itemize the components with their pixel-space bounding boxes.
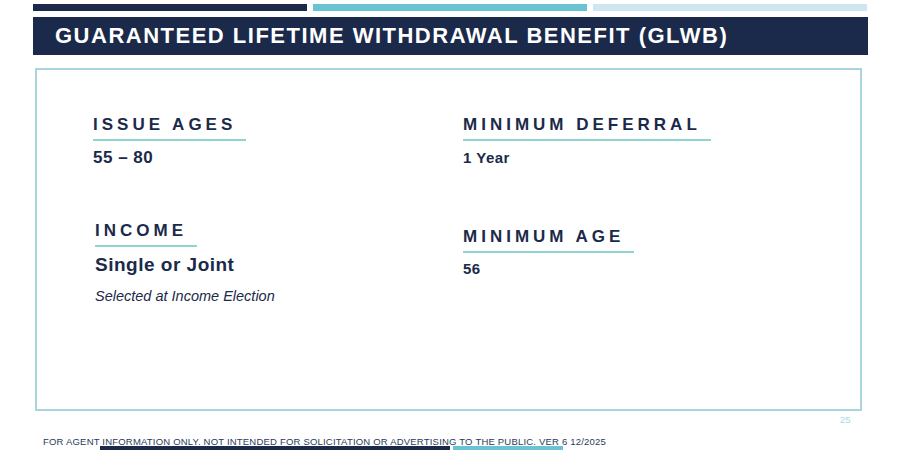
page-title: GUARANTEED LIFETIME WITHDRAWAL BENEFIT (… bbox=[55, 23, 728, 49]
bottom-accent-bar-navy bbox=[100, 446, 450, 450]
slide-title-bar: GUARANTEED LIFETIME WITHDRAWAL BENEFIT (… bbox=[33, 17, 868, 55]
issue-ages-heading: ISSUE AGES bbox=[93, 115, 246, 141]
section-minimum-age: MINIMUM AGE bbox=[463, 227, 634, 253]
income-heading: INCOME bbox=[95, 221, 197, 247]
page-number: 25 bbox=[840, 414, 851, 425]
top-accent-bar-light bbox=[593, 4, 867, 11]
top-accent-bar-teal bbox=[313, 4, 587, 11]
section-issue-ages: ISSUE AGES bbox=[93, 115, 246, 141]
section-income: INCOME bbox=[95, 221, 197, 247]
bottom-accent-bar-teal bbox=[453, 446, 563, 450]
issue-ages-value: 55 – 80 bbox=[93, 148, 153, 167]
minimum-deferral-heading: MINIMUM DEFERRAL bbox=[463, 115, 711, 141]
section-minimum-deferral: MINIMUM DEFERRAL bbox=[463, 115, 711, 141]
minimum-age-value: 56 bbox=[463, 260, 481, 277]
minimum-age-heading: MINIMUM AGE bbox=[463, 227, 634, 253]
minimum-deferral-value-row: 1 Year bbox=[463, 149, 510, 167]
issue-ages-value-row: 55 – 80 bbox=[93, 148, 153, 168]
minimum-age-value-row: 56 bbox=[463, 260, 481, 278]
income-value-row: Single or Joint bbox=[95, 254, 234, 276]
income-note-row: Selected at Income Election bbox=[95, 287, 275, 305]
income-value: Single or Joint bbox=[95, 254, 234, 275]
top-accent-bar-navy bbox=[33, 4, 307, 11]
minimum-deferral-value: 1 Year bbox=[463, 149, 510, 166]
income-note: Selected at Income Election bbox=[95, 288, 275, 304]
